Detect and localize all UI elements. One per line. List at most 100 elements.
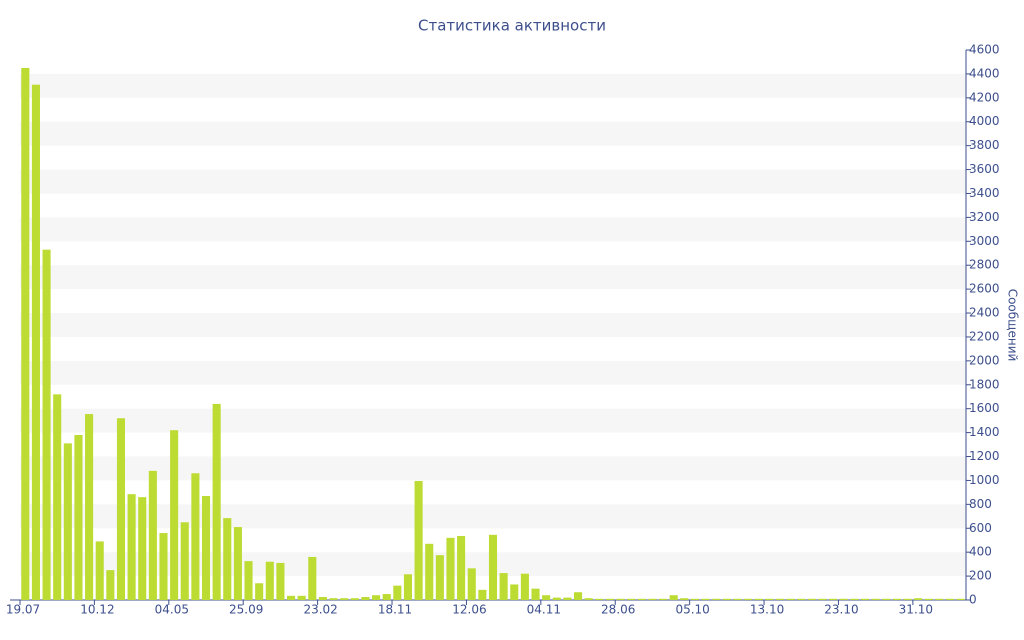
bar <box>744 598 753 600</box>
bar <box>786 598 795 600</box>
bar <box>882 598 891 600</box>
bar <box>605 598 614 600</box>
bar <box>680 598 689 600</box>
bar <box>573 592 583 600</box>
grid-band <box>20 73 966 98</box>
bar <box>138 497 147 600</box>
y-tick-label: 3000 <box>969 234 1000 248</box>
bar <box>754 598 763 600</box>
y-tick-label: 400 <box>969 545 992 559</box>
bar <box>892 598 901 600</box>
bar <box>797 598 806 600</box>
bar <box>467 568 476 600</box>
bar <box>499 573 508 600</box>
bar <box>839 598 848 600</box>
bar <box>563 597 572 600</box>
y-tick-label: 2600 <box>969 282 1000 296</box>
bar <box>531 588 540 600</box>
x-tick-label: 23.02 <box>303 603 337 617</box>
bar <box>350 598 359 600</box>
y-tick-label: 4400 <box>969 66 1000 80</box>
bar <box>318 597 327 600</box>
bar <box>712 598 721 600</box>
y-tick-label: 1400 <box>969 425 1000 439</box>
bar <box>903 598 912 600</box>
x-tick-label: 19.07 <box>6 603 40 617</box>
bar <box>510 584 519 600</box>
x-tick-label: 13.10 <box>750 603 784 617</box>
bar <box>478 589 487 600</box>
bar <box>765 598 774 600</box>
bar <box>669 595 678 600</box>
bar <box>127 494 136 600</box>
bar <box>860 598 870 600</box>
y-tick-label: 4600 <box>969 43 1000 57</box>
bar <box>53 394 62 600</box>
y-tick-label: 1000 <box>969 473 1000 487</box>
bar <box>106 570 115 600</box>
bar <box>85 414 94 600</box>
bar <box>308 556 317 600</box>
bar <box>446 537 455 600</box>
bar <box>946 598 955 600</box>
grid-band <box>20 313 966 337</box>
bar <box>659 598 668 600</box>
y-tick-label: 4200 <box>969 90 1000 104</box>
x-tick-label: 12.06 <box>452 603 486 617</box>
grid-band <box>20 504 966 529</box>
bar <box>31 84 40 601</box>
bar <box>924 598 933 600</box>
bar <box>542 595 551 600</box>
bar <box>414 481 423 600</box>
bar <box>42 249 51 600</box>
x-tick-label: 23.10 <box>824 603 858 617</box>
grid-band <box>20 121 966 146</box>
bar <box>372 595 381 600</box>
grid-band <box>20 456 966 481</box>
bar <box>488 534 498 600</box>
y-tick-label: 1600 <box>969 401 1000 415</box>
bar <box>403 574 413 600</box>
grid-band <box>20 169 966 194</box>
bar <box>584 598 593 600</box>
bar <box>329 598 338 600</box>
bar <box>244 561 253 600</box>
bar <box>361 597 370 600</box>
bar <box>722 598 731 600</box>
y-axis-label: Сообщений <box>1006 289 1020 362</box>
bar <box>627 598 636 600</box>
bar <box>255 583 264 600</box>
grid-band <box>20 408 966 433</box>
y-tick-label: 1200 <box>969 449 1000 463</box>
bar <box>212 403 221 600</box>
bar <box>340 598 349 600</box>
bar <box>180 522 189 600</box>
bar <box>701 598 710 600</box>
bar <box>95 541 104 600</box>
y-tick-label: 3200 <box>969 210 1000 224</box>
x-tick-label: 10.12 <box>80 603 114 617</box>
bar <box>116 418 126 600</box>
y-tick-label: 3400 <box>969 186 1000 200</box>
y-tick-label: 3800 <box>969 138 1000 152</box>
bar <box>21 67 30 600</box>
y-tick-label: 0 <box>969 593 977 607</box>
bar <box>63 443 72 600</box>
bar <box>648 598 657 600</box>
y-tick-label: 2400 <box>969 306 1000 320</box>
x-tick-label: 28.06 <box>601 603 635 617</box>
bar <box>159 533 168 600</box>
chart-title: Статистика активности <box>418 17 606 35</box>
bar <box>733 598 742 600</box>
grid-band <box>20 217 966 242</box>
x-tick-label: 04.05 <box>155 603 189 617</box>
bar <box>914 598 923 600</box>
y-tick-label: 800 <box>969 497 992 511</box>
bar <box>382 594 391 600</box>
bar <box>201 495 211 600</box>
y-tick-label: 2200 <box>969 329 1000 343</box>
bar <box>616 598 625 600</box>
bar <box>818 598 827 600</box>
bar <box>871 598 880 600</box>
